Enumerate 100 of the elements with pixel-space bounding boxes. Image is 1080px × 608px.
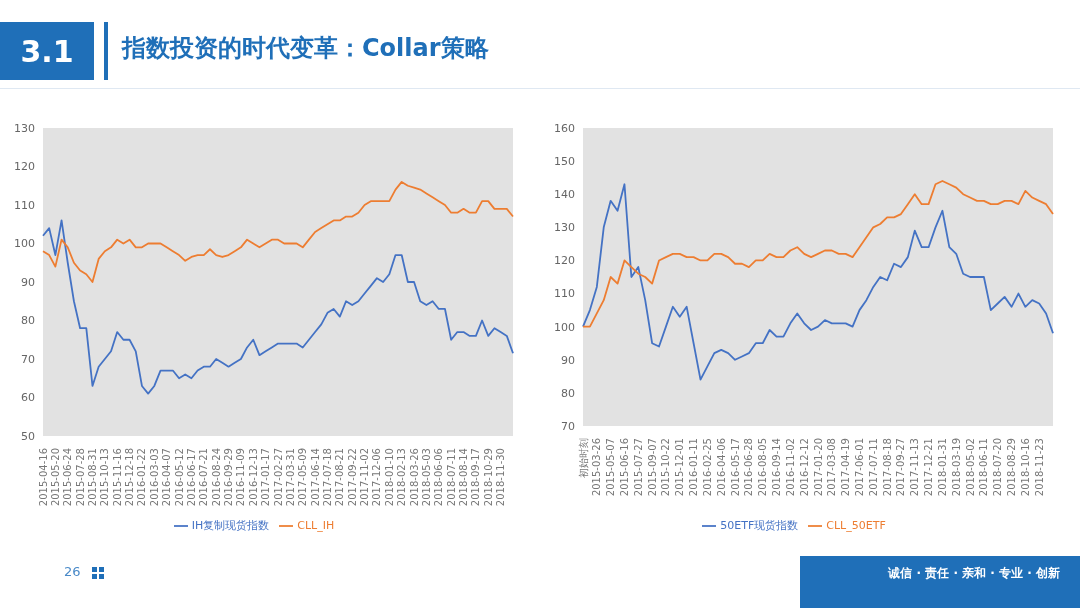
x-tick-label: 2016-05-12 bbox=[173, 448, 185, 507]
x-tick-label: 2017-02-27 bbox=[272, 448, 284, 507]
line-series bbox=[582, 180, 1054, 328]
x-tick-label: 2017-01-17 bbox=[260, 448, 272, 507]
x-tick-label: 2017-01-20 bbox=[812, 438, 824, 497]
x-tick-label: 2016-08-05 bbox=[757, 438, 769, 497]
x-tick-label: 2018-05-02 bbox=[964, 438, 976, 497]
x-tick-label: 2015-04-16 bbox=[37, 448, 49, 507]
x-tick-label: 2016-04-06 bbox=[715, 438, 727, 497]
x-tick-label: 2018-11-23 bbox=[1033, 438, 1045, 497]
x-tick-label: 2016-01-11 bbox=[688, 438, 700, 497]
line-series bbox=[582, 183, 1054, 381]
x-tick-label: 2015-12-18 bbox=[124, 448, 136, 507]
x-tick-label: 2016-06-28 bbox=[743, 438, 755, 497]
x-tick-label: 2015-07-28 bbox=[74, 448, 86, 507]
y-tick-label: 120 bbox=[554, 254, 575, 268]
x-tick-label: 2015-06-16 bbox=[618, 438, 630, 497]
x-tick-label: 2018-01-10 bbox=[383, 448, 395, 507]
x-tick-label: 2016-07-21 bbox=[198, 448, 210, 507]
y-tick-label: 150 bbox=[554, 155, 575, 169]
line-series bbox=[42, 181, 514, 283]
x-tick-label: 2017-08-21 bbox=[334, 448, 346, 507]
y-tick-label: 160 bbox=[554, 121, 575, 135]
y-tick-label: 110 bbox=[14, 198, 35, 212]
y-tick-label: 70 bbox=[561, 419, 575, 433]
y-tick-label: 80 bbox=[21, 314, 35, 328]
x-tick-label: 2015-09-07 bbox=[646, 438, 658, 497]
x-tick-label: 2017-12-06 bbox=[371, 448, 383, 507]
x-tick-label: 2017-04-19 bbox=[840, 438, 852, 497]
x-tick-label: 2015-05-07 bbox=[605, 438, 617, 497]
x-tick-label: 2016-02-25 bbox=[701, 438, 713, 497]
x-tick-label: 2016-12-12 bbox=[798, 438, 810, 497]
x-tick-label: 2018-03-19 bbox=[950, 438, 962, 497]
x-tick-label: 2015-07-27 bbox=[632, 438, 644, 497]
x-tick-label: 2017-07-11 bbox=[867, 438, 879, 497]
x-tick-label: 2016-05-17 bbox=[729, 438, 741, 497]
y-tick-label: 130 bbox=[14, 121, 35, 135]
x-tick-label: 2016-08-24 bbox=[210, 448, 222, 507]
x-tick-label: 2017-12-21 bbox=[923, 438, 935, 497]
x-tick-label: 2015-11-16 bbox=[111, 448, 123, 507]
y-tick-label: 140 bbox=[554, 188, 575, 202]
x-tick-label: 2017-05-09 bbox=[297, 448, 309, 507]
y-tick-label: 120 bbox=[14, 160, 35, 174]
y-tick-label: 130 bbox=[554, 221, 575, 235]
x-tick-label: 2017-09-22 bbox=[346, 448, 358, 507]
x-tick-label: 2016-11-02 bbox=[784, 438, 796, 497]
x-tick-label: 2015-06-24 bbox=[62, 448, 74, 507]
line-series bbox=[42, 219, 514, 395]
chart-title: 指数投资的时代变革：Collar策略 bbox=[122, 33, 489, 64]
x-tick-label: 2017-03-31 bbox=[284, 448, 296, 507]
x-tick-label: 2015-08-31 bbox=[86, 448, 98, 507]
x-tick-label: 2017-06-01 bbox=[853, 438, 865, 497]
text: 诚信 · 责任 · 亲和 · 专业 · 创新 bbox=[887, 565, 1060, 582]
x-tick-label: 2015-10-13 bbox=[99, 448, 111, 507]
x-tick-label: 2018-01-31 bbox=[936, 438, 948, 497]
x-tick-label: 2017-09-27 bbox=[895, 438, 907, 497]
x-tick-label: 2018-03-26 bbox=[408, 448, 420, 507]
x-tick-label: 2015-10-22 bbox=[660, 438, 672, 497]
y-tick-label: 90 bbox=[561, 353, 575, 367]
x-tick-label: 2018-10-16 bbox=[1019, 438, 1031, 497]
x-tick-label: 2016-04-07 bbox=[161, 448, 173, 507]
y-tick-label: 100 bbox=[554, 320, 575, 334]
x-tick-label: 2016-01-22 bbox=[136, 448, 148, 507]
x-tick-label: 2018-08-14 bbox=[458, 448, 470, 507]
x-tick-label: 2017-06-14 bbox=[309, 448, 321, 507]
x-tick-label: 2018-05-03 bbox=[420, 448, 432, 507]
y-tick-label: 100 bbox=[14, 237, 35, 251]
y-tick-label: 70 bbox=[21, 352, 35, 366]
y-tick-label: 80 bbox=[561, 386, 575, 400]
x-tick-label: 2016-09-29 bbox=[223, 448, 235, 507]
x-tick-label: 2015-05-20 bbox=[49, 448, 61, 507]
y-tick-label: 110 bbox=[554, 287, 575, 301]
x-tick-label: 2018-07-20 bbox=[992, 438, 1004, 497]
x-tick-label: 2018-06-06 bbox=[433, 448, 445, 507]
x-tick-label: 2015-03-26 bbox=[591, 438, 603, 497]
x-tick-label: 2018-08-29 bbox=[1006, 438, 1018, 497]
x-tick-label: 2018-02-13 bbox=[396, 448, 408, 507]
x-tick-label: 2016-06-17 bbox=[185, 448, 197, 507]
x-tick-label: 2017-08-18 bbox=[881, 438, 893, 497]
x-tick-label: 2016-11-09 bbox=[235, 448, 247, 507]
x-tick-label: 2018-09-17 bbox=[470, 448, 482, 507]
y-tick-label: 50 bbox=[21, 429, 35, 443]
y-tick-label: 90 bbox=[21, 275, 35, 289]
x-tick-label: 2017-11-13 bbox=[909, 438, 921, 497]
text: 3.1 bbox=[0, 22, 94, 80]
x-tick-label: 2016-03-03 bbox=[148, 448, 160, 507]
legend-label: 50ETF现货指数 bbox=[720, 519, 799, 532]
x-tick-label: 初始时刻 bbox=[577, 438, 589, 478]
legend-label: CLL_IH bbox=[297, 519, 335, 532]
x-tick-label: 2017-03-08 bbox=[826, 438, 838, 497]
x-tick-label: 2017-11-02 bbox=[359, 448, 371, 507]
x-tick-label: 2017-07-18 bbox=[321, 448, 333, 507]
x-tick-label: 2016-12-13 bbox=[247, 448, 259, 507]
x-tick-label: 2018-11-30 bbox=[495, 448, 507, 507]
legend-label: CLL_50ETF bbox=[826, 519, 886, 532]
x-tick-label: 2018-10-29 bbox=[482, 448, 494, 507]
legend-label: IH复制现货指数 bbox=[191, 519, 270, 532]
x-tick-label: 2018-06-11 bbox=[978, 438, 990, 497]
x-tick-label: 2016-09-14 bbox=[771, 438, 783, 497]
x-tick-label: 2015-12-01 bbox=[674, 438, 686, 497]
